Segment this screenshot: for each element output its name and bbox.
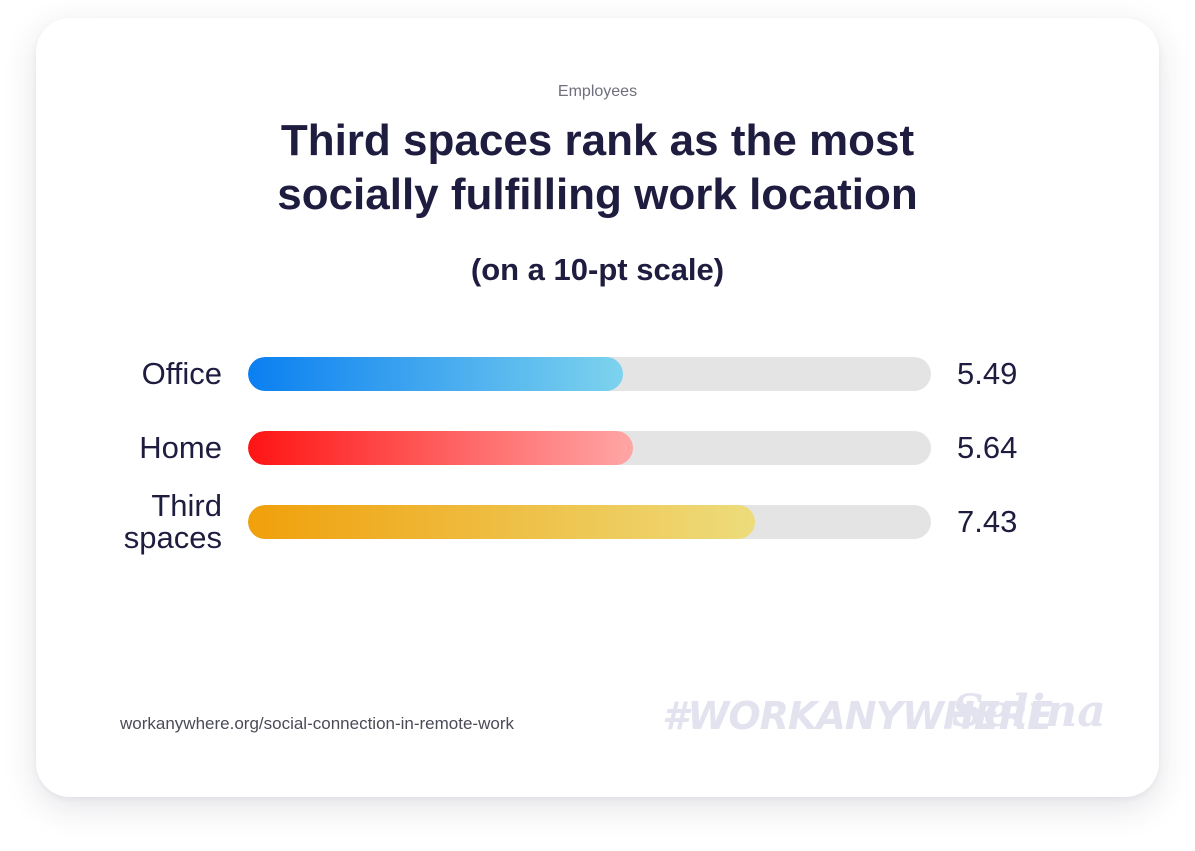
bar-track	[248, 505, 931, 539]
value-label: 5.64	[957, 430, 1018, 465]
category-label: Office	[142, 358, 222, 390]
chart-subtitle: (on a 10-pt scale)	[470, 252, 725, 287]
chart-title-line-1: Third spaces rank as the most	[280, 116, 915, 165]
chart-title: Third spaces rank as the most socially f…	[36, 114, 1159, 222]
category-label-line: Office	[141, 356, 222, 391]
chart-title-line-2: socially fulfilling work location	[277, 170, 918, 219]
category-label-line: Home	[139, 430, 222, 465]
source-url: workanywhere.org/social-connection-in-re…	[120, 714, 514, 733]
category-label: Home	[139, 432, 222, 464]
bar	[248, 431, 634, 465]
hashtag-logo: #WORKANYWHERE	[662, 694, 1053, 738]
category-label: Third spaces	[124, 490, 222, 554]
category-label-line: spaces	[123, 520, 222, 555]
bar-track	[248, 431, 931, 465]
value-label: 7.43	[957, 504, 1018, 539]
value-label: 5.49	[957, 356, 1018, 391]
brand-logo: Selina	[952, 686, 1106, 737]
chart-card: Employees Third spaces rank as the most …	[36, 18, 1159, 797]
category-label-line: Third	[151, 488, 222, 523]
chart-eyebrow: Employees	[557, 83, 638, 100]
bar-chart: Office 5.49 Home 5.64 Third spaces 7.43	[36, 18, 1159, 797]
bar	[248, 505, 756, 539]
bar-track	[248, 357, 931, 391]
bar	[248, 357, 623, 391]
